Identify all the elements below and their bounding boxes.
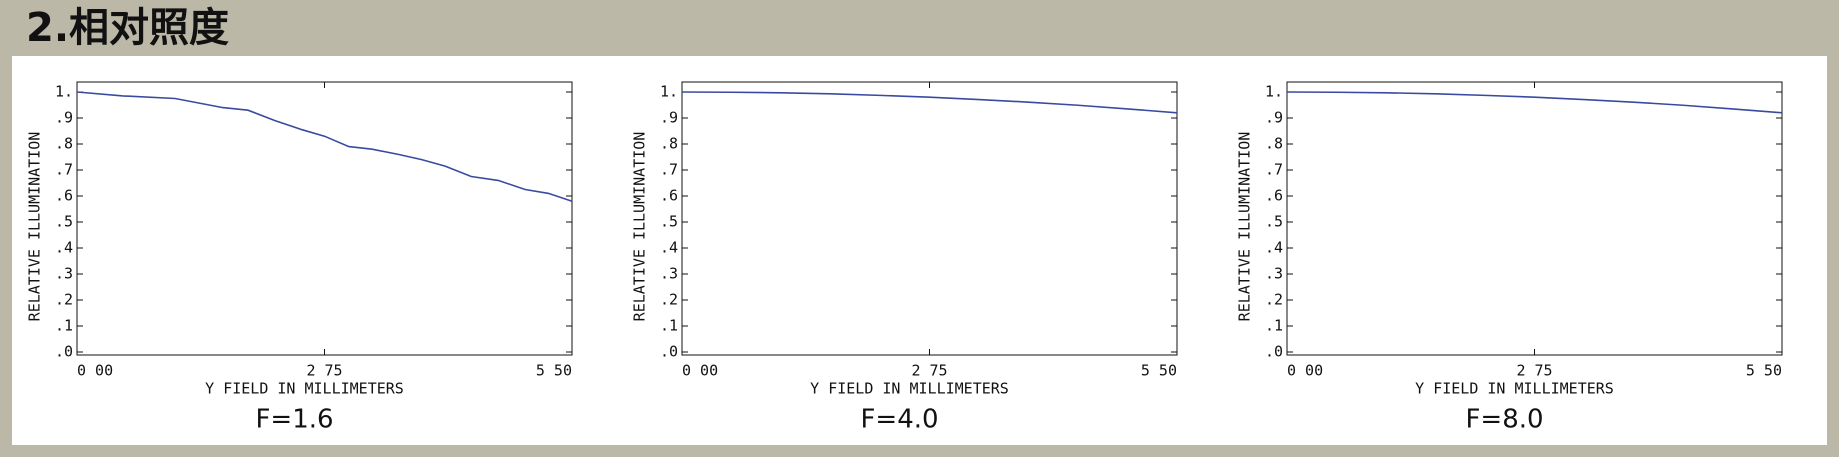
y-tick-label: .6 [55,187,73,205]
y-tick-label: .0 [660,343,678,361]
y-tick-label: .0 [55,343,73,361]
y-tick-label: .8 [660,135,678,153]
y-tick-label: 1. [1265,83,1283,101]
x-tick-label: 2 75 [911,362,947,380]
x-tick-label: 5 50 [1141,362,1177,380]
y-tick-label: .8 [1265,135,1283,153]
y-tick-label: .7 [55,161,73,179]
y-tick-label: .4 [55,239,73,257]
y-tick-label: .7 [660,161,678,179]
y-tick-label: .3 [55,265,73,283]
data-line [681,91,1178,114]
y-tick-label: .0 [1265,343,1283,361]
x-tick-label: 5 50 [536,362,572,380]
y-tick-label: .9 [1265,109,1283,127]
x-tick-label: 0 00 [77,362,113,380]
y-tick-label: .5 [1265,213,1283,231]
y-tick-label: .5 [660,213,678,231]
y-tick-label: .5 [55,213,73,231]
data-line [1286,91,1783,114]
y-tick-label: .1 [1265,317,1283,335]
y-tick-label: .4 [660,239,678,257]
y-tick-label: .2 [660,291,678,309]
y-tick-label: .7 [1265,161,1283,179]
y-tick-label: .8 [55,135,73,153]
y-tick-label: .9 [55,109,73,127]
x-tick-label: 0 00 [1287,362,1323,380]
x-tick-label: 2 75 [1516,362,1552,380]
x-axis-label: Y FIELD IN MILLIMETERS [205,380,404,398]
y-tick-label: .4 [1265,239,1283,257]
chart-caption: F=1.6 [255,405,333,435]
x-axis-label: Y FIELD IN MILLIMETERS [810,380,1009,398]
y-tick-label: .6 [1265,187,1283,205]
y-tick-label: .3 [1265,265,1283,283]
y-tick-label: .6 [660,187,678,205]
x-tick-label: 0 00 [682,362,718,380]
chart-caption: F=8.0 [1465,405,1543,435]
y-axis-label: RELATIVE ILLUMINATION [631,132,649,322]
page-title: 2.相对照度 [26,5,229,51]
x-tick-label: 2 75 [306,362,342,380]
y-axis-label: RELATIVE ILLUMINATION [26,132,44,322]
y-tick-label: .1 [55,317,73,335]
y-tick-label: .1 [660,317,678,335]
y-tick-label: .9 [660,109,678,127]
y-tick-label: .3 [660,265,678,283]
y-tick-label: .2 [1265,291,1283,309]
x-axis-label: Y FIELD IN MILLIMETERS [1415,380,1614,398]
panel [12,56,1827,445]
data-line [76,91,573,202]
x-tick-label: 5 50 [1746,362,1782,380]
chart-caption: F=4.0 [860,405,938,435]
y-tick-label: 1. [660,83,678,101]
y-tick-label: 1. [55,83,73,101]
y-tick-label: .2 [55,291,73,309]
y-axis-label: RELATIVE ILLUMINATION [1236,132,1254,322]
